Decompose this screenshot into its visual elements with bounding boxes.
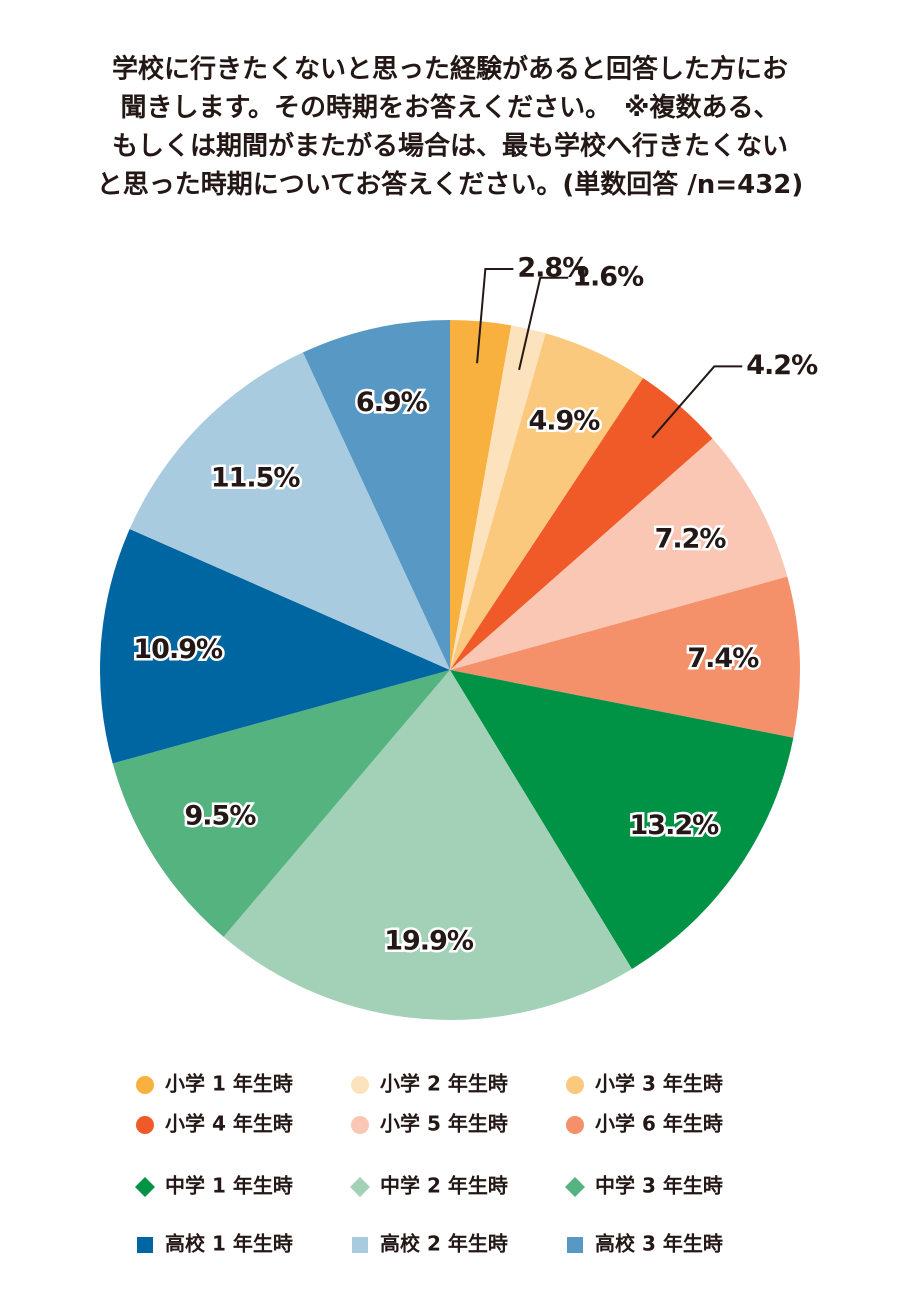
- leader-line: [518, 276, 569, 371]
- data-label: 4.9%: [528, 405, 600, 436]
- title-line: と思った時期についてお答えください。(単数回答 /n=432): [97, 169, 804, 200]
- legend-label: 中学 3 年生時: [595, 1174, 723, 1198]
- legend-label: 小学 3 年生時: [595, 1072, 723, 1096]
- title-line: 聞きします。その時期をお答えください。 ※複数ある、: [121, 92, 780, 123]
- legend-label: 高校 3 年生時: [595, 1232, 723, 1256]
- legend-marker: [351, 1076, 369, 1094]
- legend-label: 高校 1 年生時: [165, 1232, 293, 1256]
- legend-marker: [567, 1237, 583, 1253]
- legend-label: 小学 5 年生時: [380, 1112, 508, 1136]
- legend-marker: [566, 1116, 584, 1134]
- pie-slice: [450, 325, 546, 670]
- legend-marker: [565, 1177, 585, 1197]
- chart-title: 学校に行きたくないと思った経験があると回答した方にお聞きします。その時期をお答え…: [97, 54, 804, 201]
- title-line: もしくは期間がまたがる場合は、最も学校へ行きたくない: [112, 131, 788, 162]
- pie-slice: [450, 378, 713, 670]
- legend-label: 中学 1 年生時: [165, 1174, 293, 1198]
- data-label: 13.2%: [630, 810, 720, 841]
- legend-label: 小学 4 年生時: [165, 1112, 293, 1136]
- legend-label: 小学 1 年生時: [165, 1072, 293, 1096]
- leader-line: [476, 268, 514, 364]
- title-line: 学校に行きたくないと思った経験があると回答した方にお: [112, 54, 788, 85]
- legend-marker: [352, 1237, 368, 1253]
- legend-label: 小学 2 年生時: [380, 1072, 508, 1096]
- data-label: 7.4%: [687, 643, 759, 674]
- data-label: 10.9%: [133, 634, 223, 665]
- data-label: 9.5%: [185, 801, 257, 832]
- data-label: 4.2%: [746, 350, 818, 381]
- legend-label: 中学 2 年生時: [380, 1174, 508, 1198]
- legend-marker: [350, 1177, 370, 1197]
- legend-label: 小学 6 年生時: [595, 1112, 723, 1136]
- pie-slice: [223, 670, 632, 1021]
- legend-marker: [136, 1076, 154, 1094]
- pie-slice: [302, 320, 450, 670]
- data-label: 6.9%: [356, 387, 428, 418]
- pie-slice: [112, 670, 450, 937]
- pie-slice: [450, 333, 644, 670]
- data-label: 19.9%: [384, 926, 474, 957]
- legend-label: 高校 2 年生時: [380, 1232, 508, 1256]
- legend-marker: [566, 1076, 584, 1094]
- pie-slice: [450, 438, 788, 670]
- pie-slice: [450, 576, 800, 738]
- pie-slice: [100, 528, 451, 764]
- data-label: 7.2%: [655, 523, 727, 554]
- legend-marker: [351, 1116, 369, 1134]
- pie-slice: [450, 670, 794, 969]
- pie-slice: [129, 352, 450, 670]
- legend-marker: [137, 1237, 153, 1253]
- data-label: 11.5%: [211, 462, 301, 493]
- pie-slice: [450, 320, 512, 670]
- legend-marker: [135, 1177, 155, 1197]
- legend-marker: [136, 1116, 154, 1134]
- leader-line: [651, 365, 743, 439]
- data-label: 1.6%: [572, 261, 644, 292]
